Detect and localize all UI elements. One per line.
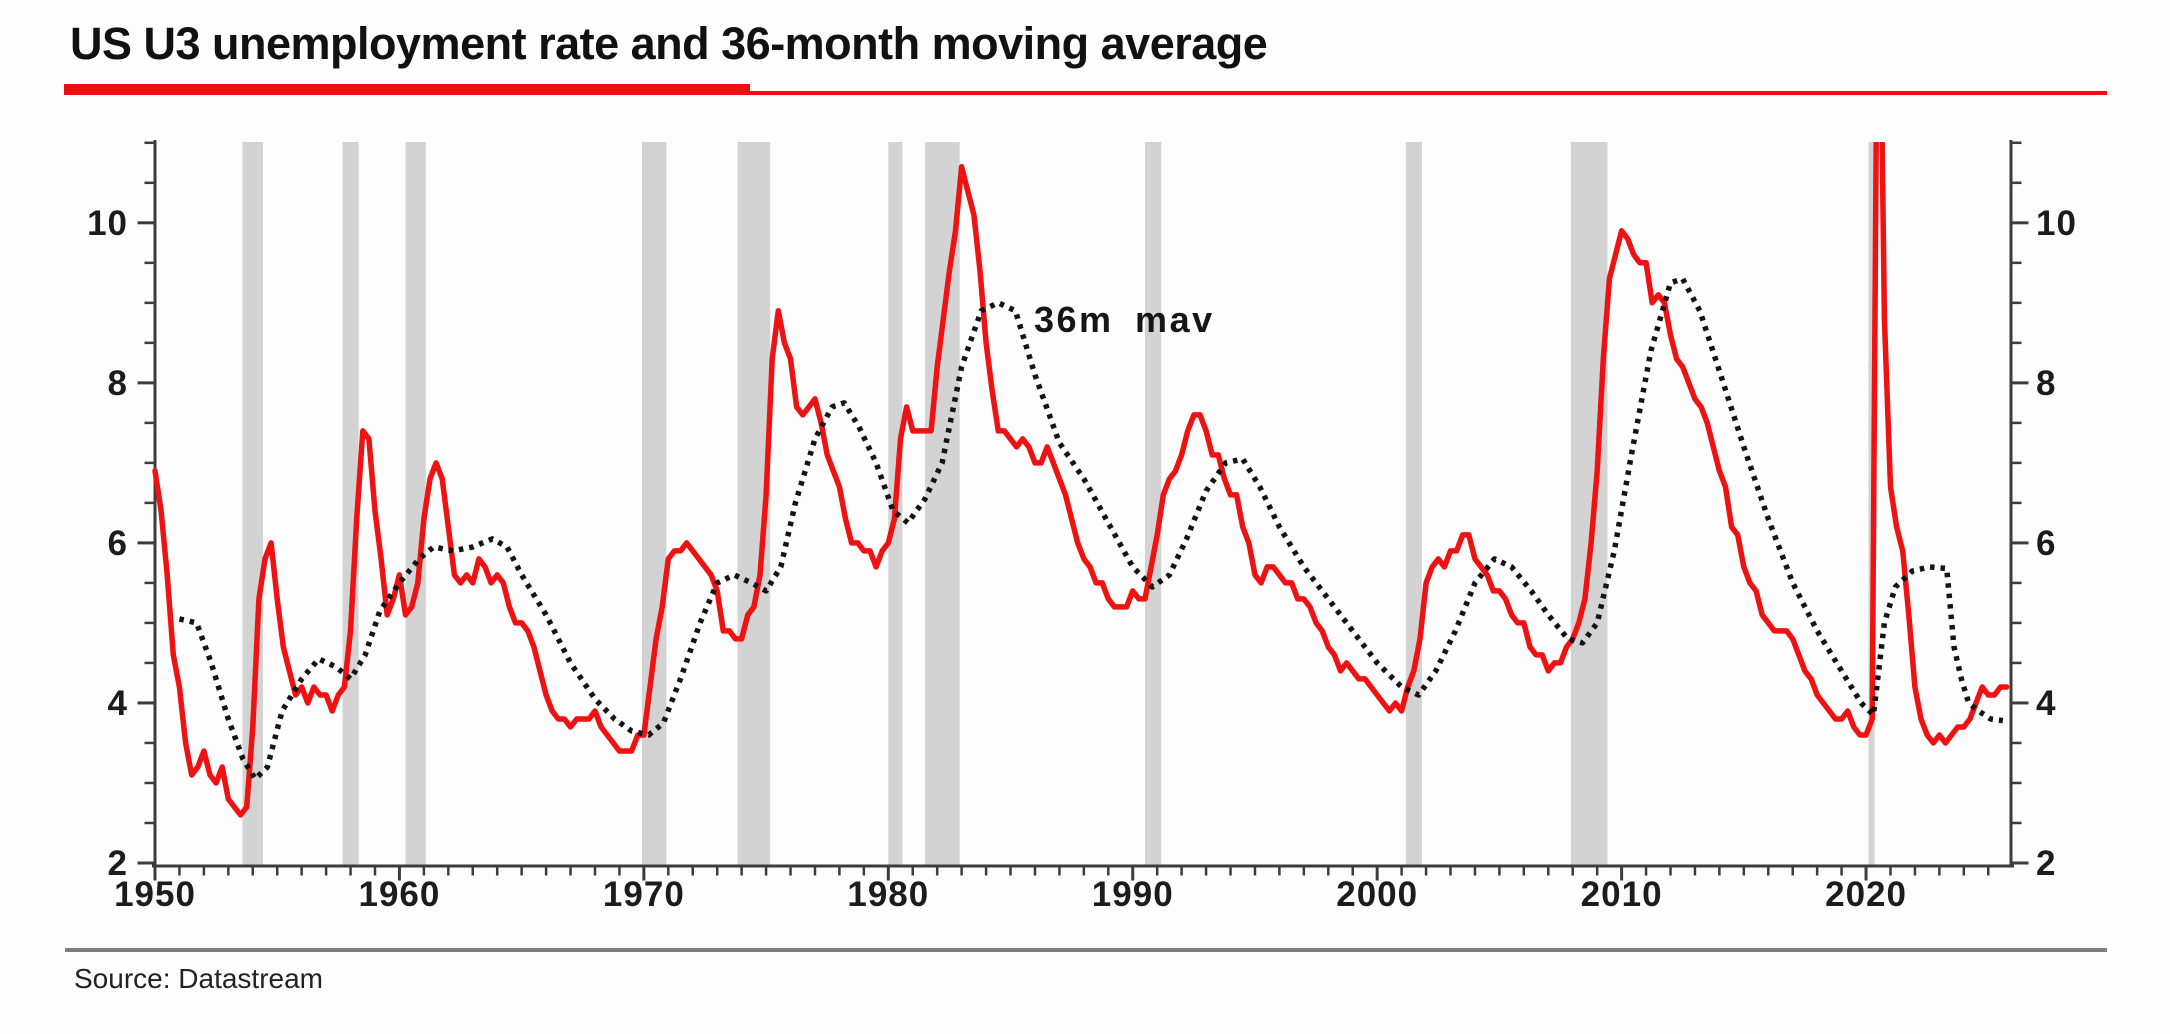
footer-divider — [65, 948, 2107, 952]
svg-text:2: 2 — [108, 844, 128, 883]
mav-dotted-line — [178, 276, 2004, 782]
svg-text:10: 10 — [2036, 204, 2077, 243]
svg-text:1980: 1980 — [847, 875, 929, 914]
svg-text:10: 10 — [87, 204, 128, 243]
source-caption: Source: Datastream — [74, 963, 323, 994]
title-underline-thin — [750, 91, 2107, 95]
svg-text:8: 8 — [108, 364, 128, 403]
y-tick-labels: 2 2 4 4 6 6 8 8 10 10 — [87, 204, 2077, 883]
svg-text:8: 8 — [2036, 364, 2056, 403]
svg-text:1990: 1990 — [1092, 875, 1174, 914]
svg-text:6: 6 — [2036, 524, 2056, 563]
recession-bands — [242, 142, 1875, 866]
mav-annotation-label: 36m mav — [1034, 299, 1215, 340]
svg-text:6: 6 — [108, 524, 128, 563]
x-ticks — [153, 867, 1990, 881]
svg-text:4: 4 — [108, 684, 128, 723]
chart-title: US U3 unemployment rate and 36-month mov… — [70, 18, 1268, 69]
svg-text:1960: 1960 — [358, 875, 440, 914]
x-tick-labels: 1950 1960 1970 1980 1990 2000 2010 2020 — [114, 875, 1907, 914]
u3-rate-line — [152, 142, 2010, 818]
svg-text:2010: 2010 — [1581, 875, 1663, 914]
svg-text:2020: 2020 — [1825, 875, 1907, 914]
svg-text:1970: 1970 — [603, 875, 685, 914]
svg-text:2000: 2000 — [1336, 875, 1418, 914]
svg-text:2: 2 — [2036, 844, 2056, 883]
svg-text:1950: 1950 — [114, 875, 196, 914]
axes — [152, 140, 2014, 868]
title-underline-thick — [64, 84, 750, 95]
y-ticks — [137, 141, 2029, 865]
svg-text:4: 4 — [2036, 684, 2056, 723]
